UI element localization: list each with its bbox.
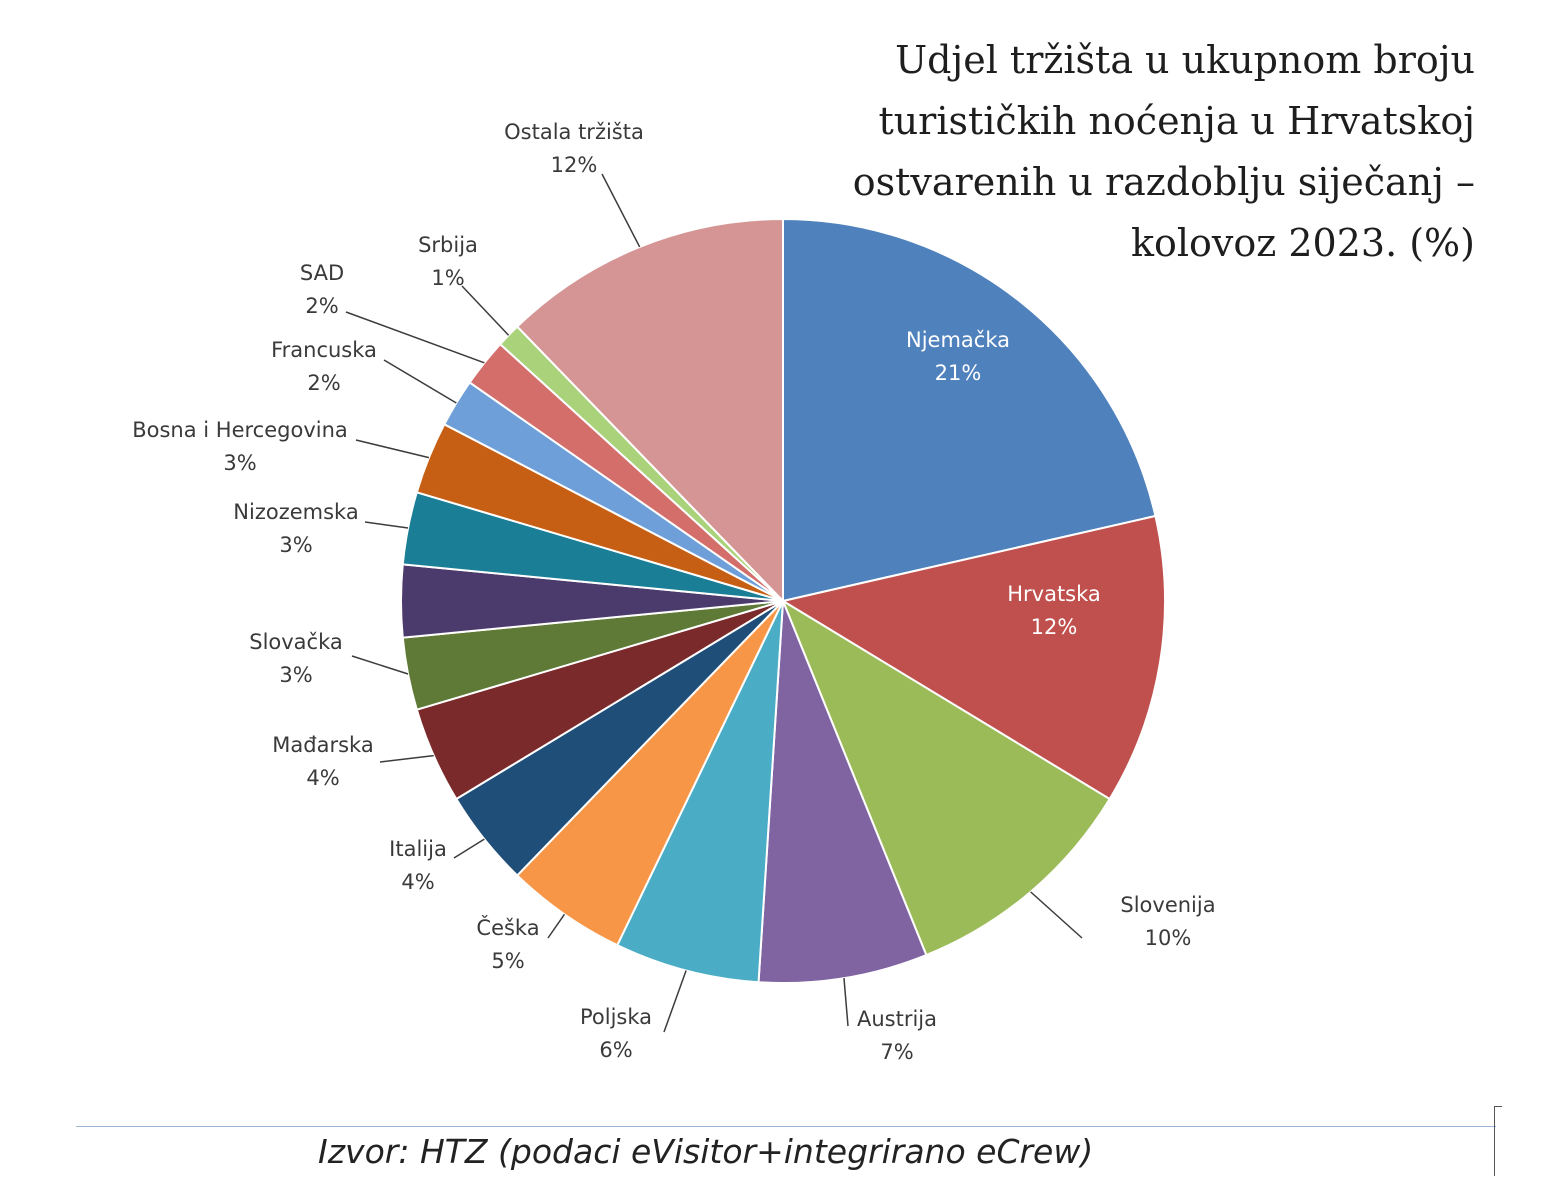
leader-line — [351, 655, 409, 675]
pie-slice — [615, 600, 784, 984]
slice-label: Francuska — [271, 338, 377, 362]
slice-label: Austrija — [857, 1007, 937, 1031]
slice-value-label: 12% — [1031, 615, 1078, 639]
title-line: kolovoz 2023. (%) — [1130, 221, 1475, 265]
leader-line — [345, 311, 485, 364]
pie-chart: Njemačka 21% Hrvatska 12% Slovenija 10% Austri… — [132, 120, 1215, 1064]
title-line: turističkih noćenja u Hrvatskoj — [878, 99, 1475, 143]
pie-slice — [780, 514, 1166, 801]
footer-divider — [76, 1126, 1496, 1127]
slice-value-label: 10% — [1145, 926, 1192, 950]
slice-label: Ostala tržišta — [504, 120, 644, 144]
slice-label: Poljska — [580, 1005, 652, 1029]
leader-line — [461, 285, 510, 336]
slice-label: Hrvatska — [1007, 582, 1101, 606]
pie-slice — [782, 217, 1157, 603]
slice-value-label: 1% — [431, 266, 464, 290]
title-line: ostvarenih u razdoblju siječanj – — [852, 160, 1475, 204]
pie-slice — [515, 217, 784, 604]
slice-value-label: 3% — [279, 663, 312, 687]
slice-label: Slovenija — [1120, 893, 1215, 917]
slice-label: Njemačka — [906, 328, 1010, 352]
slice-label: Slovačka — [249, 630, 343, 654]
slice-value-label: 3% — [279, 533, 312, 557]
leader-line — [379, 754, 434, 763]
slice-label: Bosna i Hercegovina — [132, 418, 348, 442]
leader-line — [453, 838, 485, 859]
leader-line — [843, 978, 849, 1027]
slice-value-label: 2% — [307, 371, 340, 395]
pie-slice — [780, 598, 1112, 957]
title-line: Udjel tržišta u ukupnom broju — [895, 38, 1475, 82]
corner-mark — [1494, 1106, 1495, 1176]
slice-label: Nizozemska — [233, 500, 358, 524]
slice-label: Srbija — [418, 233, 478, 257]
leader-line — [663, 970, 687, 1033]
source-note: Izvor: HTZ (podaci eVisitor+integrirano … — [318, 1132, 1094, 1171]
chart-title: Udjel tržišta u ukupnom broju turistički… — [755, 30, 1475, 274]
leader-lines — [345, 173, 1083, 1033]
pie-slice — [757, 600, 928, 984]
slice-label: Mađarska — [272, 733, 373, 757]
slice-label: Češka — [476, 915, 539, 940]
pie-slices — [400, 217, 1166, 984]
leader-line — [547, 913, 566, 939]
leader-line — [1030, 891, 1083, 939]
slice-value-label: 5% — [491, 949, 524, 973]
slice-label: Italija — [389, 837, 447, 861]
slice-labels: Njemačka 21% Hrvatska 12% Slovenija 10% Austri… — [132, 120, 1215, 1064]
leader-line — [355, 439, 430, 459]
slice-value-label: 12% — [551, 153, 598, 177]
slice-value-label: 21% — [935, 361, 982, 385]
slice-value-label: 4% — [306, 766, 339, 790]
slice-value-label: 3% — [223, 451, 256, 475]
slice-value-label: 2% — [305, 294, 338, 318]
corner-mark — [1494, 1106, 1502, 1107]
slice-value-label: 7% — [880, 1040, 913, 1064]
leader-line — [383, 359, 457, 404]
slice-value-label: 6% — [599, 1038, 632, 1062]
slice-value-label: 4% — [401, 870, 434, 894]
slice-label: SAD — [300, 261, 344, 285]
leader-line — [601, 173, 641, 248]
leader-line — [364, 521, 409, 529]
